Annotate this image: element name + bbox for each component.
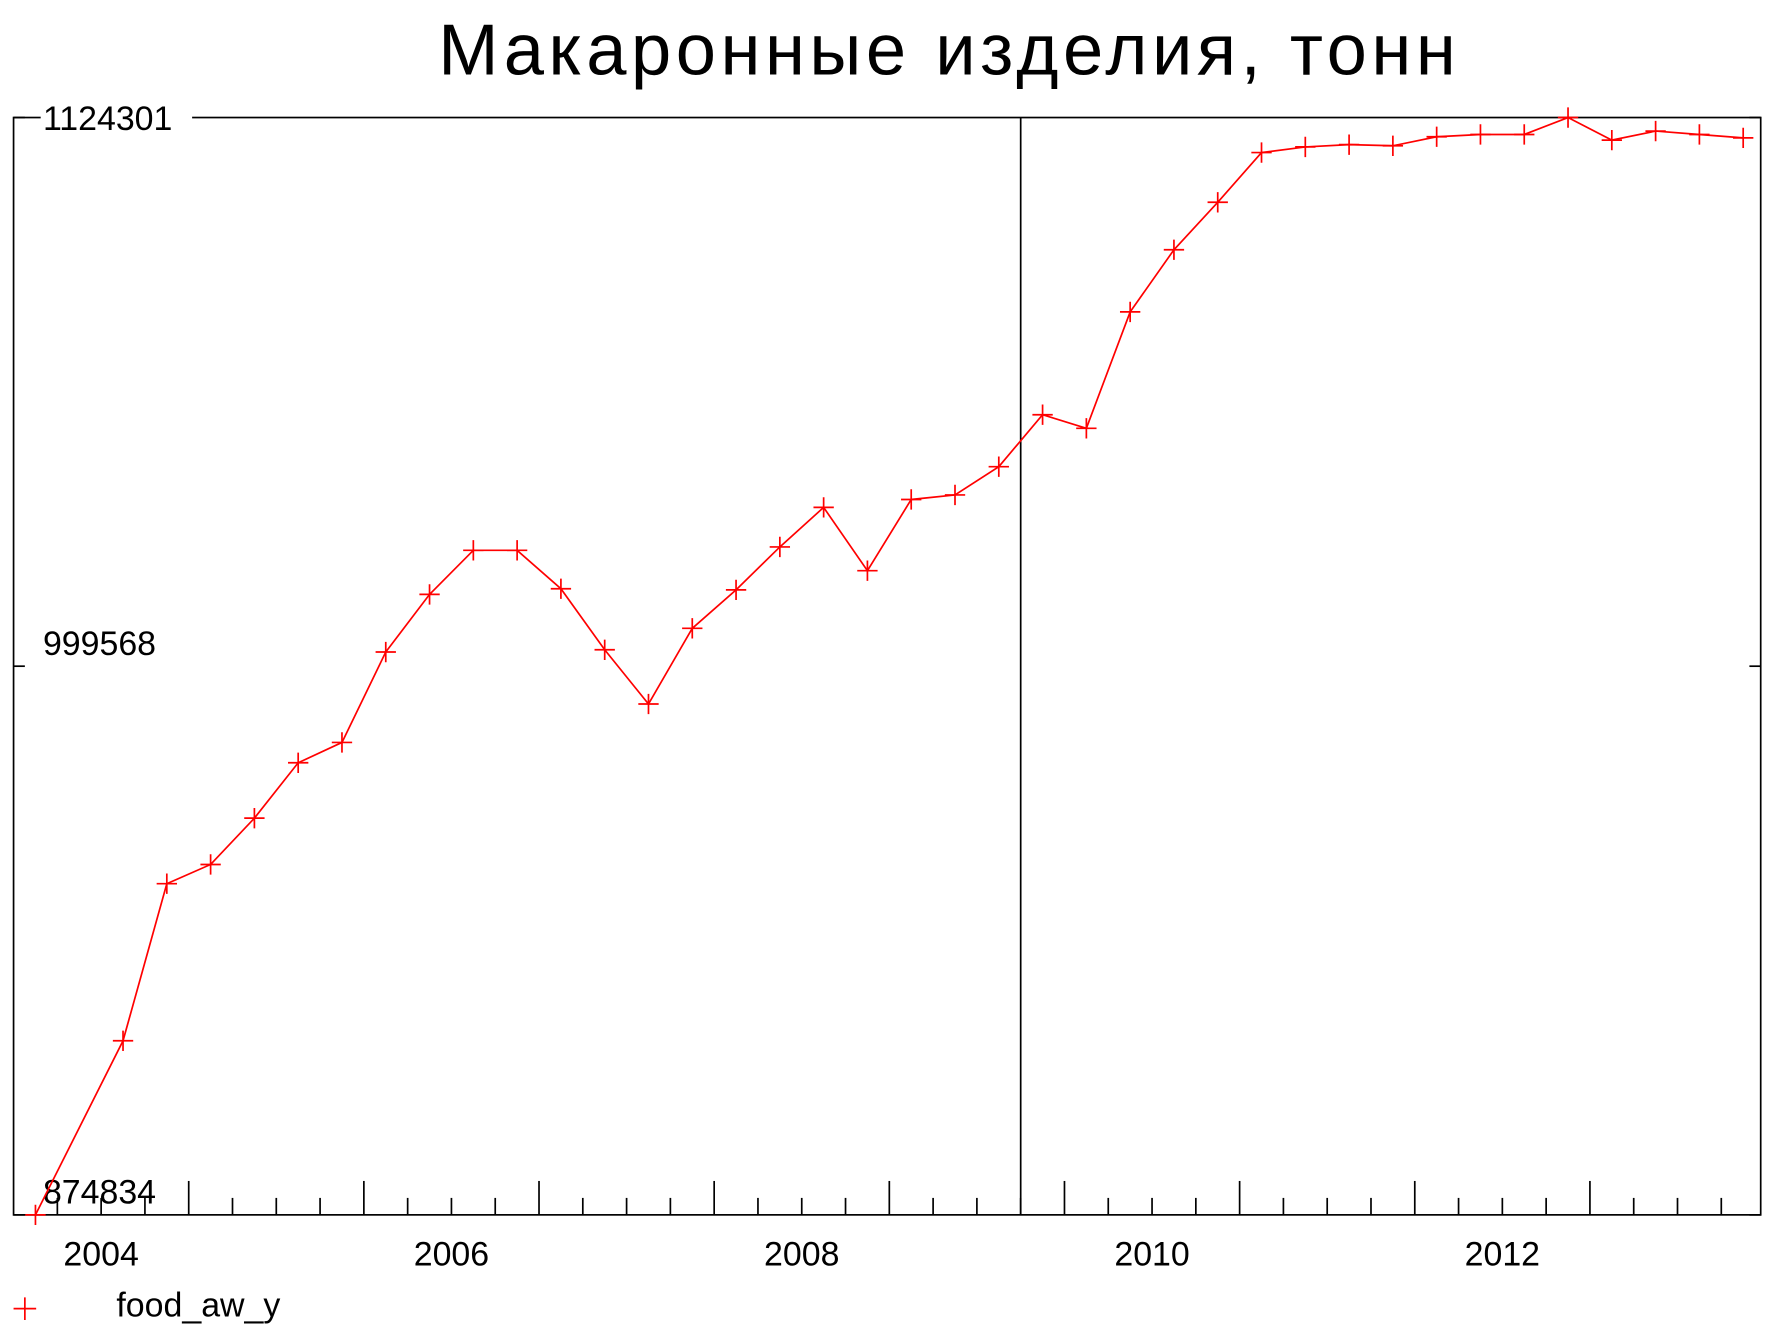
point-marker [1207,192,1228,213]
point-marker [1076,418,1097,439]
point-marker [506,540,528,561]
point-marker [200,854,221,875]
point-marker [288,752,309,773]
point-marker [857,560,878,581]
point-marker [944,484,966,506]
point-marker [375,641,396,663]
point-marker [1251,142,1272,163]
point-marker [594,639,615,660]
x-tick-label: 2010 [1114,1236,1189,1274]
point-marker [1514,124,1535,145]
point-marker [725,579,747,601]
point-marker [331,732,353,753]
x-tick-label: 2006 [414,1236,489,1274]
label-bg [40,99,193,136]
y-tick-label: 1124301 [43,100,172,138]
x-tick-label: 2012 [1465,1236,1540,1274]
y-tick-label: 874834 [43,1174,156,1212]
point-marker [1470,124,1491,145]
point-marker [813,497,834,518]
series-line [34,116,1744,1216]
point-marker [244,807,265,829]
point-marker [419,584,440,605]
x-tick-label: 2008 [764,1236,839,1274]
point-marker [1338,134,1360,155]
point-marker [1382,135,1404,156]
point-marker [112,1030,134,1051]
y-tick-label: 999568 [43,625,156,663]
point-marker [156,873,177,894]
point-marker [1557,107,1579,128]
point-marker [682,618,703,639]
legend-label: food_aw_y [116,1287,280,1325]
point-marker [1733,127,1754,149]
point-marker [1689,124,1710,145]
point-marker [25,1204,46,1226]
point-marker [463,540,484,561]
legend-marker [13,1297,37,1320]
point-marker [1032,404,1053,425]
chart-title: Макаронные изделия, тонн [438,11,1460,91]
point-marker [988,456,1009,477]
x-tick-label: 2004 [63,1236,138,1274]
point-marker [769,536,791,558]
point-marker [1119,301,1141,323]
point-marker [1295,136,1316,158]
point-marker [1645,120,1666,142]
plot-frame [12,116,1762,1216]
point-marker [638,693,659,715]
point-marker [1163,239,1185,260]
point-marker [901,489,922,510]
point-marker [1601,129,1622,151]
point-marker [1426,126,1447,147]
point-marker [550,578,572,599]
